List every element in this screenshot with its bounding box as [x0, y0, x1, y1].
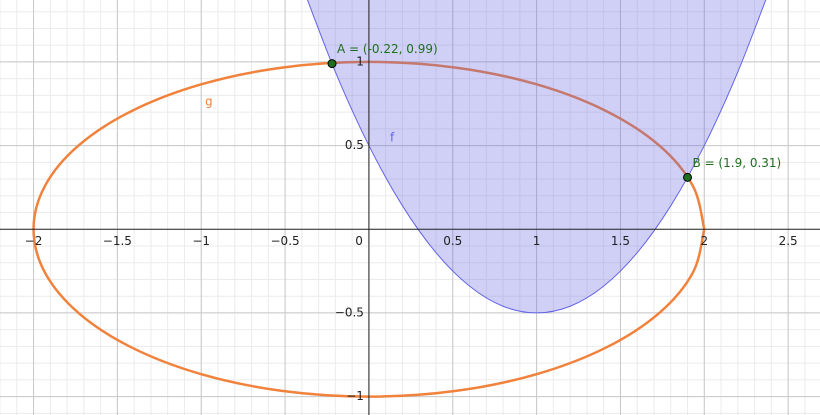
x-tick-label: 0 [355, 234, 363, 248]
x-tick-label: −1.5 [103, 234, 132, 248]
x-tick-label: 2.5 [779, 234, 798, 248]
x-tick-label: 0.5 [443, 234, 462, 248]
point [683, 172, 693, 182]
x-tick-label: −2 [25, 234, 43, 248]
x-tick-label: 2 [700, 234, 708, 248]
curve [306, 0, 767, 314]
x-tick-label: −0.5 [271, 234, 300, 248]
point [327, 59, 337, 69]
x-tick-label: −1 [192, 234, 210, 248]
point-label: B = (1.9, 0.31) [693, 156, 782, 170]
x-tick-label: 1.5 [611, 234, 630, 248]
y-tick-label: −1 [346, 389, 364, 403]
x-tick-label: 1 [533, 234, 541, 248]
y-tick-label: −0.5 [335, 305, 364, 319]
curve-label: f [390, 131, 395, 145]
curve-label: g [205, 95, 213, 109]
y-tick-label: 1 [356, 54, 364, 68]
point-label: A = (-0.22, 0.99) [337, 42, 438, 56]
y-tick-label: 0.5 [345, 138, 364, 152]
